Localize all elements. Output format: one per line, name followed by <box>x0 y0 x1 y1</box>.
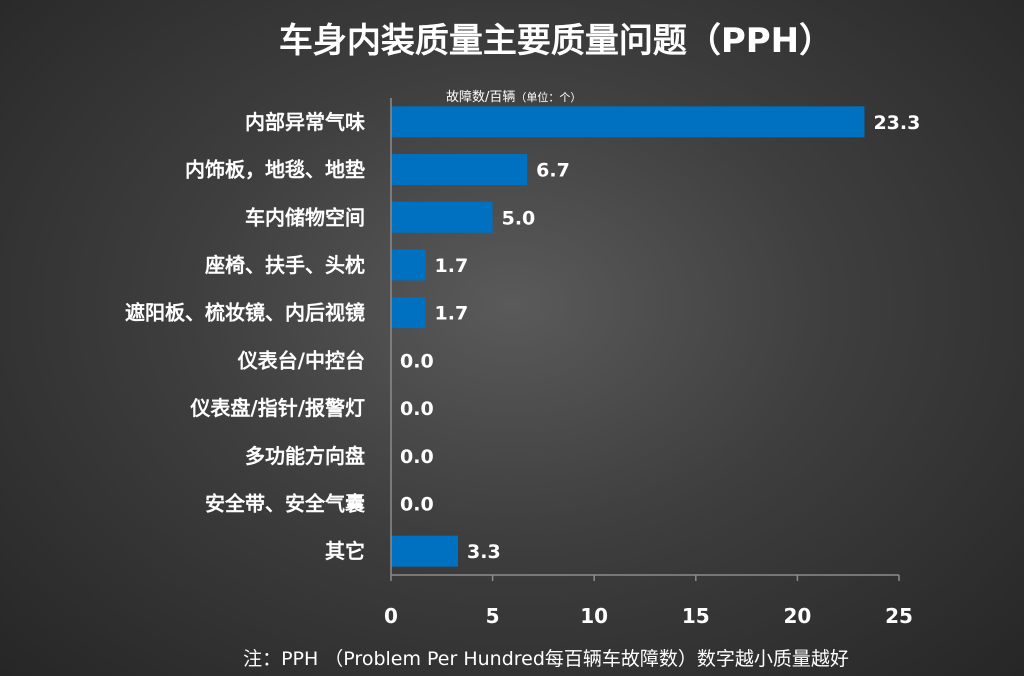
x-tick-label: 0 <box>384 604 398 628</box>
bar <box>391 154 528 186</box>
data-label: 0.0 <box>400 446 434 468</box>
category-label: 车内储物空间 <box>245 205 365 229</box>
x-tick-label: 5 <box>486 604 500 628</box>
bar <box>391 535 459 567</box>
x-tick-label: 20 <box>783 604 811 628</box>
x-ticks-layer: 0 5 10 15 20 25 <box>384 575 913 628</box>
data-label: 1.7 <box>435 255 469 277</box>
x-tick-label: 10 <box>580 604 608 628</box>
category-label: 座椅、扶手、头枕 <box>205 253 365 277</box>
data-label: 23.3 <box>873 112 920 134</box>
category-label: 仪表盘/指针/报警灯 <box>189 396 365 420</box>
bar <box>391 249 426 281</box>
data-label: 6.7 <box>536 160 570 182</box>
bar <box>391 201 493 233</box>
data-label: 0.0 <box>400 493 434 515</box>
data-label: 0.0 <box>400 398 434 420</box>
bars-layer: 内部异常气味 23.3 内饰板，地毯、地垫 6.7 车内储物空间 5.0 座椅、扶手、头枕 1… <box>125 106 920 567</box>
category-label: 其它 <box>325 539 365 563</box>
data-label: 1.7 <box>435 303 469 325</box>
bar <box>391 106 865 138</box>
chart-title: 车身内装质量主要质量问题（PPH） <box>279 21 833 61</box>
data-label: 0.0 <box>400 350 434 372</box>
category-label: 内部异常气味 <box>245 110 365 134</box>
data-label: 5.0 <box>502 207 536 229</box>
category-label: 仪表台/中控台 <box>237 348 365 372</box>
unit-label: 故障数/百辆（单位：个） <box>446 90 581 105</box>
category-label: 遮阳板、梳妆镜、内后视镜 <box>125 301 365 325</box>
x-tick-label: 15 <box>682 604 710 628</box>
x-tick-label: 25 <box>885 604 913 628</box>
category-label: 内饰板，地毯、地垫 <box>185 158 365 182</box>
footnote: 注：PPH （Problem Per Hundred每百辆车故障数）数字越小质量… <box>243 648 849 670</box>
bar <box>391 297 426 329</box>
data-label: 3.3 <box>467 541 501 563</box>
category-label: 多功能方向盘 <box>245 444 365 468</box>
unit-label-main: 故障数/百辆 <box>446 90 515 105</box>
category-label: 安全带、安全气囊 <box>205 491 365 515</box>
unit-label-note: （单位：个） <box>515 90 581 104</box>
